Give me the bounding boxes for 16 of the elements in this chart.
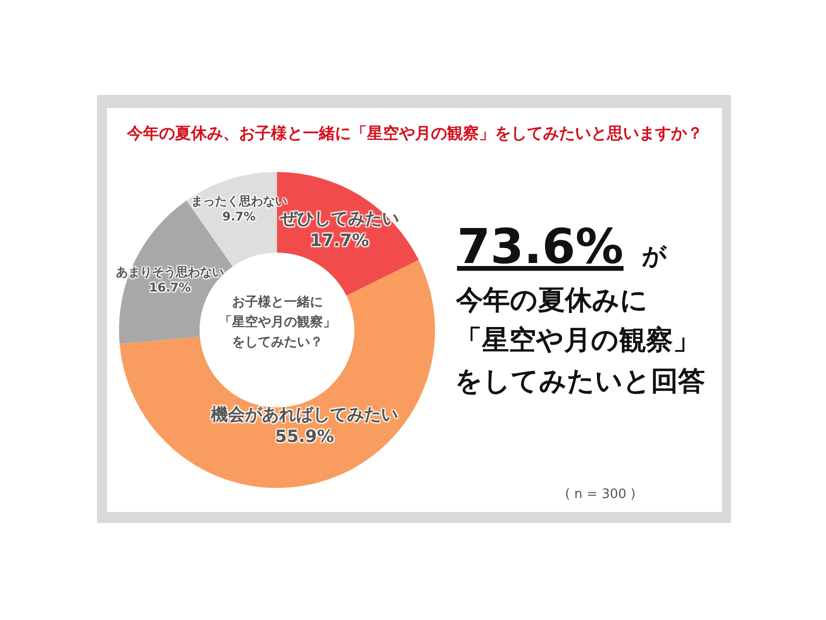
- slice-label: 機会があればしてみたい: [210, 405, 398, 425]
- chart-title: 今年の夏休み、お子様と一緒に「星空や月の観察」をしてみたいと思いますか？: [126, 124, 703, 143]
- text: 「星空や月の観察」: [219, 314, 336, 330]
- text: が: [642, 242, 667, 270]
- text: をしてみたいと回答: [455, 366, 705, 397]
- text: ( n = 300 ): [565, 487, 636, 502]
- data-label: 17.7%: [310, 231, 369, 252]
- text: 73.6%: [457, 219, 624, 275]
- data-label: 9.7%: [222, 210, 256, 224]
- slice-label: あまりそう思わない: [116, 265, 224, 279]
- text: お子様と一緒に: [232, 294, 323, 310]
- text: 今年の夏休みに: [455, 285, 648, 316]
- data-label: 55.9%: [275, 427, 334, 448]
- text: 「星空や月の観察」: [455, 325, 700, 356]
- data-label: 16.7%: [149, 280, 191, 295]
- text: をしてみたい？: [232, 335, 323, 350]
